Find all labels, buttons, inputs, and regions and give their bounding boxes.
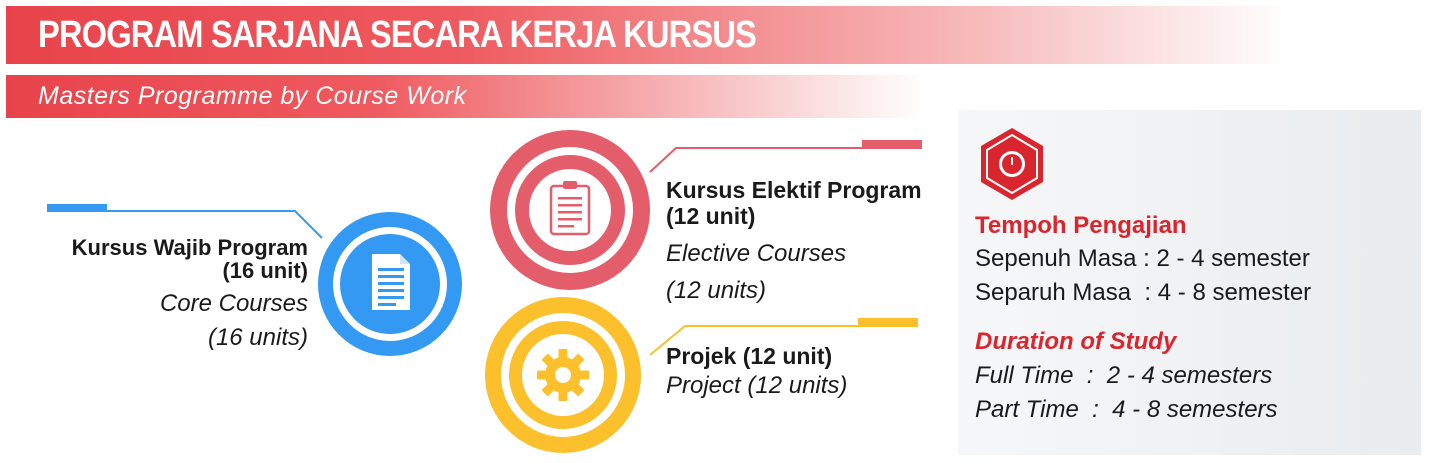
project-title: Projek (12 unit): [666, 343, 833, 369]
duration-en-full: Full Time : 2 - 4 semesters: [975, 362, 1273, 389]
elective-units: (12 unit): [666, 203, 756, 229]
subtitle-banner: Masters Programme by Course Work: [6, 75, 926, 118]
clipboard-icon: [549, 181, 591, 236]
duration-en-heading: Duration of Study: [975, 328, 1177, 355]
project-en-title: Project (12 units): [666, 372, 848, 399]
page-subtitle: Masters Programme by Course Work: [38, 82, 467, 110]
document-icon: [372, 254, 410, 310]
core-units: (16 unit): [222, 258, 308, 283]
core-connector: [47, 204, 323, 239]
duration-ms-full: Sepenuh Masa : 2 - 4 semester: [975, 245, 1310, 272]
clock-icon: [981, 128, 1043, 200]
core-title: Kursus Wajib Program: [71, 235, 308, 260]
duration-en-part: Part Time : 4 - 8 semesters: [975, 396, 1278, 423]
elective-en-title: Elective Courses: [666, 240, 847, 267]
core-circle: [318, 212, 462, 356]
gear-icon: [537, 349, 589, 401]
elective-connector: [649, 140, 922, 173]
duration-ms-part: Separuh Masa : 4 - 8 semester: [975, 279, 1312, 306]
title-banner: PROGRAM SARJANA SECARA KERJA KURSUS: [6, 6, 1290, 64]
elective-en-units: (12 units): [666, 277, 767, 304]
project-connector: [649, 318, 918, 356]
core-en-title: Core Courses: [159, 290, 308, 317]
elective-title: Kursus Elektif Program: [666, 177, 922, 203]
page-title: PROGRAM SARJANA SECARA KERJA KURSUS: [38, 14, 757, 56]
duration-ms-heading: Tempoh Pengajian: [975, 212, 1187, 239]
elective-circle: [490, 130, 650, 290]
core-en-units: (16 units): [207, 324, 308, 351]
